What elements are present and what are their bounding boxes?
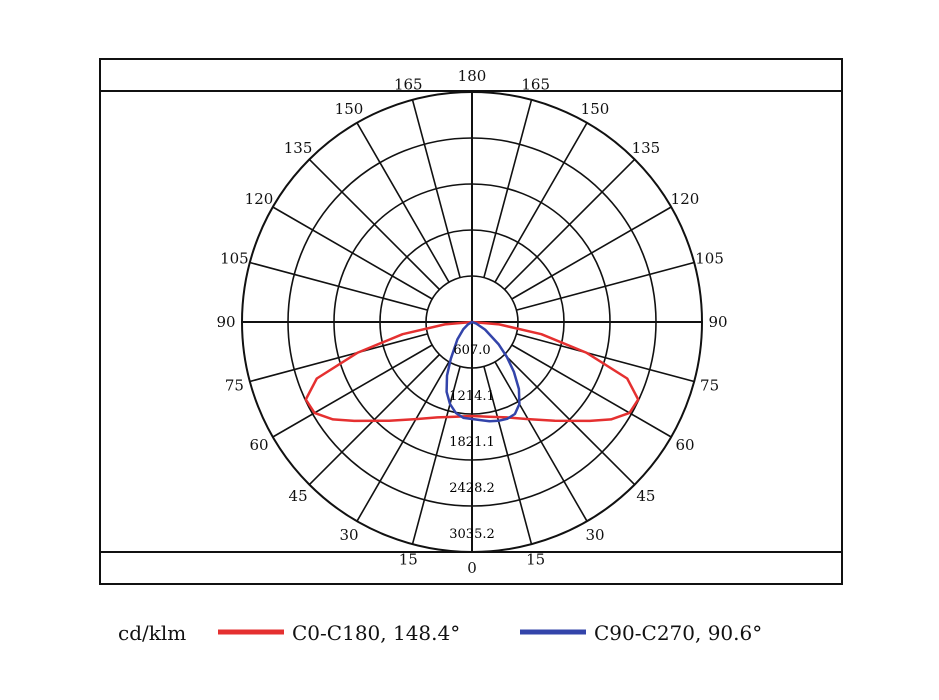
grid-spoke-left-135 <box>308 158 441 291</box>
grid-spoke-right-75 <box>516 333 695 383</box>
polar-grid <box>241 91 703 553</box>
angle-label-left: 135 <box>284 139 313 157</box>
angle-label-right: 45 <box>636 487 655 505</box>
angle-label-left: 150 <box>335 100 364 118</box>
radial-tick-labels: 607.0 1214.1 1821.1 2428.2 3035.2 <box>449 343 495 542</box>
angle-label-right: 90 <box>708 313 727 331</box>
angle-label-right: 30 <box>585 526 604 544</box>
grid-spoke-left-75 <box>249 333 428 383</box>
legend-unit-label: cd/klm <box>118 621 186 645</box>
angle-label-left: 30 <box>339 526 358 544</box>
chart-frame <box>99 58 843 585</box>
radial-tick-label: 3035.2 <box>449 527 495 542</box>
angle-label-left: 90 <box>216 313 235 331</box>
angle-label-right: 165 <box>521 75 550 93</box>
grid-spoke-left-120 <box>272 206 433 300</box>
grid-spoke-right-150 <box>494 122 588 283</box>
angle-label-left: 75 <box>225 377 244 395</box>
angle-label-right: 0 <box>467 559 477 577</box>
angle-label-right: 135 <box>632 139 661 157</box>
grid-spoke-right-105 <box>516 261 695 311</box>
angle-label-right: 60 <box>675 436 694 454</box>
grid-spoke-right-165 <box>483 99 533 278</box>
angle-label-left: 60 <box>249 436 268 454</box>
legend: cd/klm C0-C180, 148.4° C90-C270, 90.6° <box>118 621 762 645</box>
grid-spoke-right-135 <box>503 158 636 291</box>
angle-label-left: 120 <box>245 190 274 208</box>
grid-spoke-left-15 <box>411 366 461 545</box>
legend-label-c90: C90-C270, 90.6° <box>594 621 762 645</box>
grid-spoke-right-30 <box>494 361 588 522</box>
series-curve-1 <box>445 320 521 423</box>
angle-label-right: 105 <box>695 249 724 267</box>
grid-spoke-right-60 <box>511 344 672 438</box>
angle-label-right: 15 <box>526 551 545 569</box>
legend-label-c0: C0-C180, 148.4° <box>292 621 460 645</box>
angle-label-right: 150 <box>581 100 610 118</box>
angle-label-left: 105 <box>220 249 249 267</box>
angle-label-left: 45 <box>289 487 308 505</box>
radial-tick-label: 2428.2 <box>449 481 495 496</box>
angle-label-right: 120 <box>671 190 700 208</box>
angle-label-right: 180 <box>458 67 487 85</box>
grid-spoke-left-165 <box>411 99 461 278</box>
grid-spoke-right-120 <box>511 206 672 300</box>
angle-label-left: 165 <box>394 75 423 93</box>
grid-spoke-left-150 <box>356 122 450 283</box>
series-curve-0 <box>304 320 640 423</box>
radial-tick-label: 1821.1 <box>449 435 495 450</box>
radial-tick-label: 1214.1 <box>449 389 495 404</box>
radial-tick-label: 607.0 <box>453 343 490 358</box>
angle-label-right: 75 <box>700 377 719 395</box>
grid-spoke-left-60 <box>272 344 433 438</box>
grid-spoke-right-15 <box>483 366 533 545</box>
intensity-curves <box>304 320 640 423</box>
grid-spoke-left-105 <box>249 261 428 311</box>
grid-spoke-left-30 <box>356 361 450 522</box>
angle-label-left: 15 <box>399 551 418 569</box>
